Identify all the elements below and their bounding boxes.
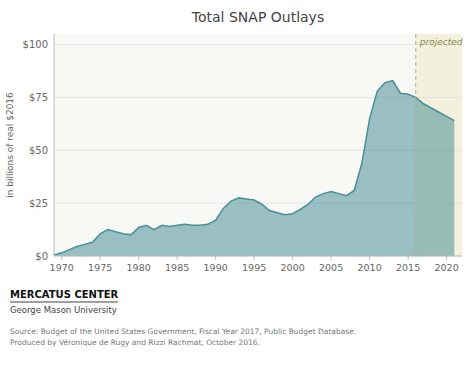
y-tick-label: $25 — [29, 198, 48, 209]
x-tick-label: 2010 — [358, 262, 382, 273]
x-tick — [177, 256, 178, 260]
y-tick-label: $100 — [23, 39, 48, 50]
x-tick — [100, 256, 101, 260]
credit-rule — [10, 302, 118, 303]
plot-background — [54, 34, 462, 256]
x-axis-line — [54, 256, 462, 257]
data-layer — [54, 81, 454, 256]
x-tick-label: 1995 — [242, 262, 266, 273]
x-tick — [408, 256, 409, 260]
title: Total SNAP Outlays — [191, 9, 324, 25]
x-tick-label: 2015 — [396, 262, 420, 273]
credit: MERCATUS CENTER — [10, 289, 119, 300]
credit: George Mason University — [10, 305, 117, 315]
x-tick — [369, 256, 370, 260]
source-line: Produced by Véronique de Rugy and Rizzi … — [10, 338, 260, 347]
x-tick-label: 1970 — [50, 262, 74, 273]
y-axis-line — [54, 34, 55, 256]
area-fill — [54, 81, 454, 256]
y-tick-label: $75 — [29, 92, 48, 103]
x-tick — [331, 256, 332, 260]
x-tick-label: 1990 — [204, 262, 228, 273]
chart: $0 $25 $50 $75 $100 projected 1970 1975 1980 1985… — [0, 0, 474, 366]
x-tick-label: 1980 — [127, 262, 151, 273]
x-tick — [61, 256, 62, 260]
source-line: Source: Budget of the United States Gove… — [10, 327, 356, 336]
x-tick-label: 1985 — [165, 262, 189, 273]
x-tick-label: 2005 — [319, 262, 343, 273]
grid-line — [54, 44, 462, 45]
x-tick-label: 2020 — [435, 262, 459, 273]
x-tick-label: 1975 — [88, 262, 112, 273]
x-tick — [254, 256, 255, 260]
x-tick — [446, 256, 447, 260]
x-tick-label: 2000 — [281, 262, 305, 273]
x-tick — [292, 256, 293, 260]
y-tick-label: $0 — [35, 251, 48, 262]
x-tick — [138, 256, 139, 260]
source: Source: Budget of the United States Gove… — [10, 327, 356, 347]
y-tick-label: $50 — [29, 145, 48, 156]
x-tick — [215, 256, 216, 260]
grid-line — [54, 256, 462, 257]
y-axis-label: in billions of real $2016 — [5, 92, 15, 198]
annotation: projected — [419, 37, 463, 47]
projection-line — [415, 34, 416, 256]
area-line — [54, 81, 454, 255]
